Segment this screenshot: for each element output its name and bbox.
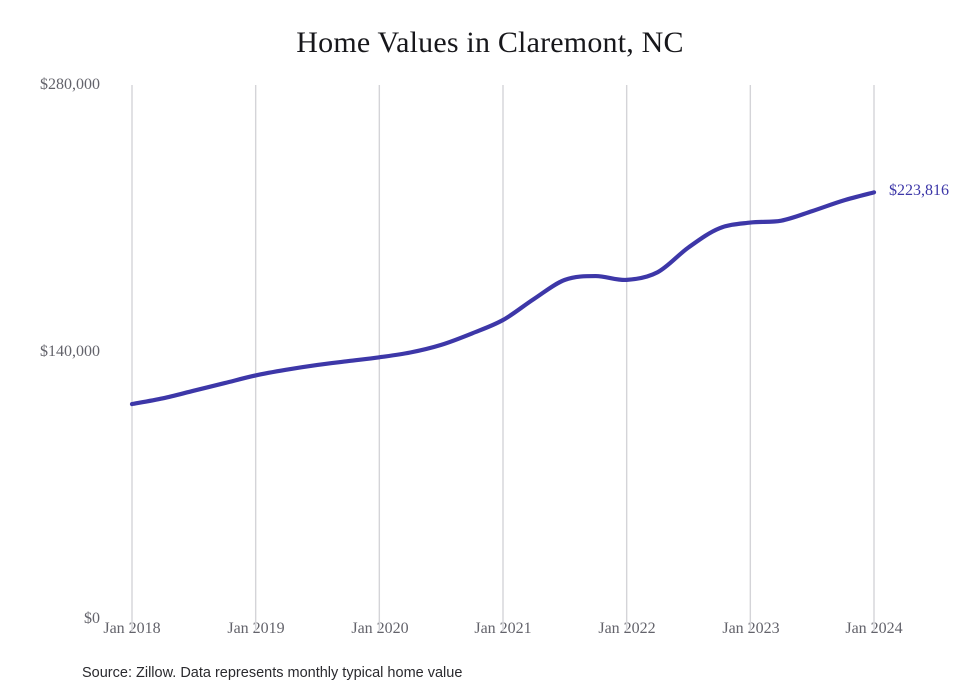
y-axis-tick-label-top: $280,000 — [40, 76, 100, 93]
home-value-series-line — [129, 190, 877, 407]
gridlines-group — [131, 85, 875, 632]
chart-title: Home Values in Claremont, NC — [296, 26, 684, 59]
y-axis-tick-label-bottom: $0 — [84, 610, 100, 627]
source-note: Source: Zillow. Data represents monthly … — [82, 665, 463, 681]
end-value-annotation: $223,816 — [889, 182, 949, 200]
y-axis-tick-label-middle: $140,000 — [40, 343, 100, 360]
